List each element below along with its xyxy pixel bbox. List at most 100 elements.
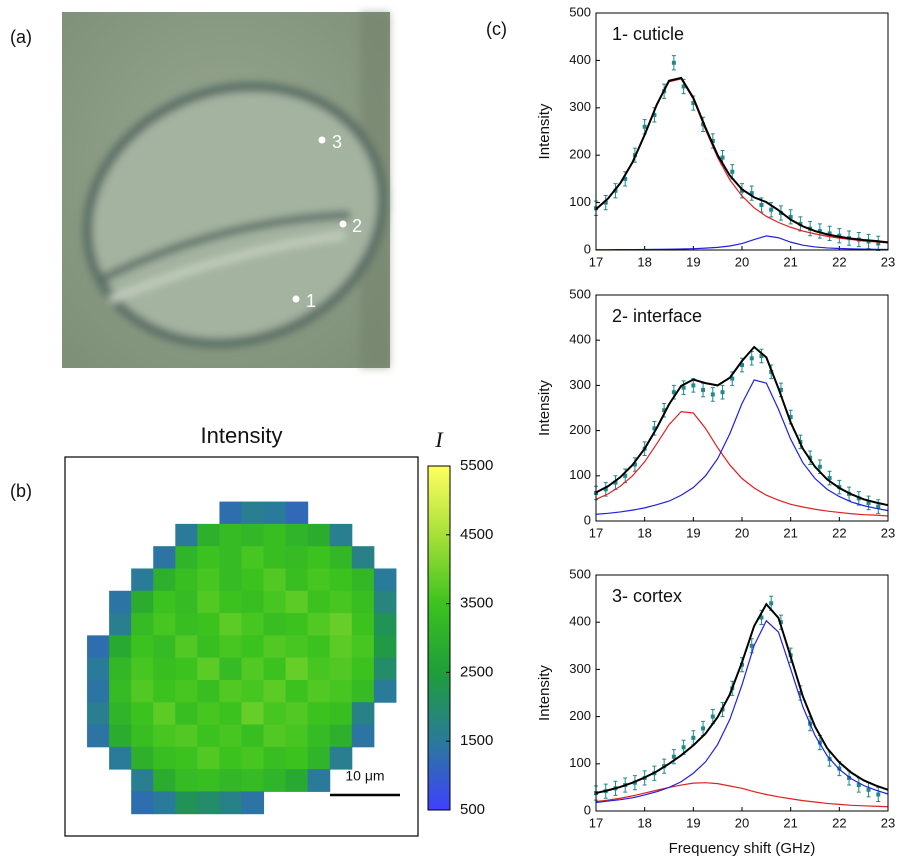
y-tick-label: 100	[569, 194, 591, 209]
plot-frame	[595, 294, 889, 522]
data-point	[837, 766, 842, 771]
heatmap-cell	[219, 769, 242, 792]
x-axis-label: Frequency shift (GHz)	[669, 840, 816, 857]
colorbar-tick-label: 500	[460, 801, 485, 818]
heatmap-cell	[219, 702, 242, 726]
heatmap-cell	[307, 657, 331, 681]
heatmap-cell	[197, 702, 220, 726]
heatmap-cell	[329, 590, 353, 614]
heatmap-cell	[307, 724, 331, 748]
heatmap-cell	[219, 791, 242, 815]
heatmap-cell	[175, 769, 198, 792]
heatmap-cell	[109, 635, 132, 659]
data-point	[652, 112, 657, 117]
heatmap-cell	[329, 746, 353, 770]
data-point	[778, 387, 783, 392]
heatmap-cell	[109, 724, 132, 748]
heatmap-title: Intensity	[201, 423, 283, 448]
heatmap-cell	[175, 746, 198, 770]
data-point	[691, 735, 696, 740]
heatmap-cell	[263, 523, 287, 547]
heatmap-cell	[87, 657, 110, 681]
y-axis-label: Intensity	[536, 665, 553, 721]
colorbar-tick-label: 1500	[460, 732, 493, 749]
data-point	[681, 385, 686, 390]
x-tick-label: 17	[589, 525, 603, 540]
data-point	[710, 138, 715, 143]
heatmap-cell	[329, 523, 353, 547]
y-tick-label: 500	[569, 4, 591, 19]
data-point	[701, 387, 706, 392]
y-tick-label: 400	[569, 332, 591, 347]
heatmap-cell	[307, 568, 331, 592]
heatmap-cell	[307, 613, 331, 636]
data-point	[603, 200, 608, 205]
heatmap-cell	[197, 546, 220, 569]
data-point	[808, 455, 813, 460]
point-label: 1	[306, 291, 316, 311]
heatmap-cell	[219, 746, 242, 770]
heatmap-cell	[241, 613, 265, 636]
heatmap-cell	[263, 546, 287, 569]
heatmap-cell	[109, 746, 132, 770]
y-tick-label: 200	[569, 422, 591, 437]
heatmap-cell	[219, 590, 242, 614]
heatmap-cell	[87, 635, 110, 659]
heatmap-cell	[351, 568, 375, 592]
data-point	[613, 480, 618, 485]
heatmap-cell	[351, 590, 375, 614]
heatmap-cell	[153, 791, 176, 815]
colorbar-tick-label: 5500	[460, 457, 493, 474]
data-point	[856, 783, 861, 788]
data-point	[720, 390, 725, 395]
fit-curve	[595, 602, 889, 795]
y-tick-label: 300	[569, 377, 591, 392]
heatmap-cell	[153, 769, 176, 792]
heatmap-cell	[351, 702, 375, 726]
heatmap-cell	[373, 679, 397, 703]
data-point	[749, 191, 754, 196]
heatmap-cell	[153, 724, 176, 748]
x-tick-label: 20	[735, 254, 749, 269]
heatmap-cell	[285, 501, 309, 525]
heatmap-cell	[285, 523, 309, 547]
y-tick-label: 0	[584, 512, 591, 527]
fit-curve	[595, 235, 889, 251]
y-tick-label: 300	[569, 661, 591, 676]
heatmap-cell	[219, 679, 242, 703]
data-point	[769, 601, 774, 606]
heatmap-cell	[307, 702, 331, 726]
cell-outline	[82, 12, 390, 368]
measurement-point	[339, 220, 347, 228]
fit-curve	[595, 345, 889, 507]
heatmap-cell	[87, 724, 110, 748]
data-point	[788, 415, 793, 420]
heatmap-cell	[263, 568, 287, 592]
x-tick-label: 23	[881, 254, 895, 269]
data-point	[632, 462, 637, 467]
y-tick-label: 400	[569, 614, 591, 629]
heatmap-cell	[219, 613, 242, 636]
heatmap-cell	[241, 791, 265, 815]
heatmap-cell	[131, 590, 154, 614]
heatmap-cell	[329, 568, 353, 592]
data-point	[730, 169, 735, 174]
data-point	[671, 60, 676, 65]
heatmap-cell	[175, 679, 198, 703]
heatmap-cell	[241, 724, 265, 748]
heatmap-cell	[263, 613, 287, 636]
heatmap-cell	[373, 590, 397, 614]
heatmap-cell	[241, 679, 265, 703]
heatmap-cell	[197, 657, 220, 681]
measurement-point	[292, 295, 300, 303]
heatmap-cell	[285, 657, 309, 681]
heatmap-cell	[285, 746, 309, 770]
heatmap-cell	[109, 679, 132, 703]
x-tick-label: 20	[735, 525, 749, 540]
panel-label: (b)	[10, 481, 32, 501]
y-axis-label: Intensity	[536, 380, 553, 436]
fit-curve	[595, 619, 889, 804]
data-point	[847, 775, 852, 780]
x-tick-label: 19	[686, 815, 700, 830]
heatmap-cell	[197, 590, 220, 614]
